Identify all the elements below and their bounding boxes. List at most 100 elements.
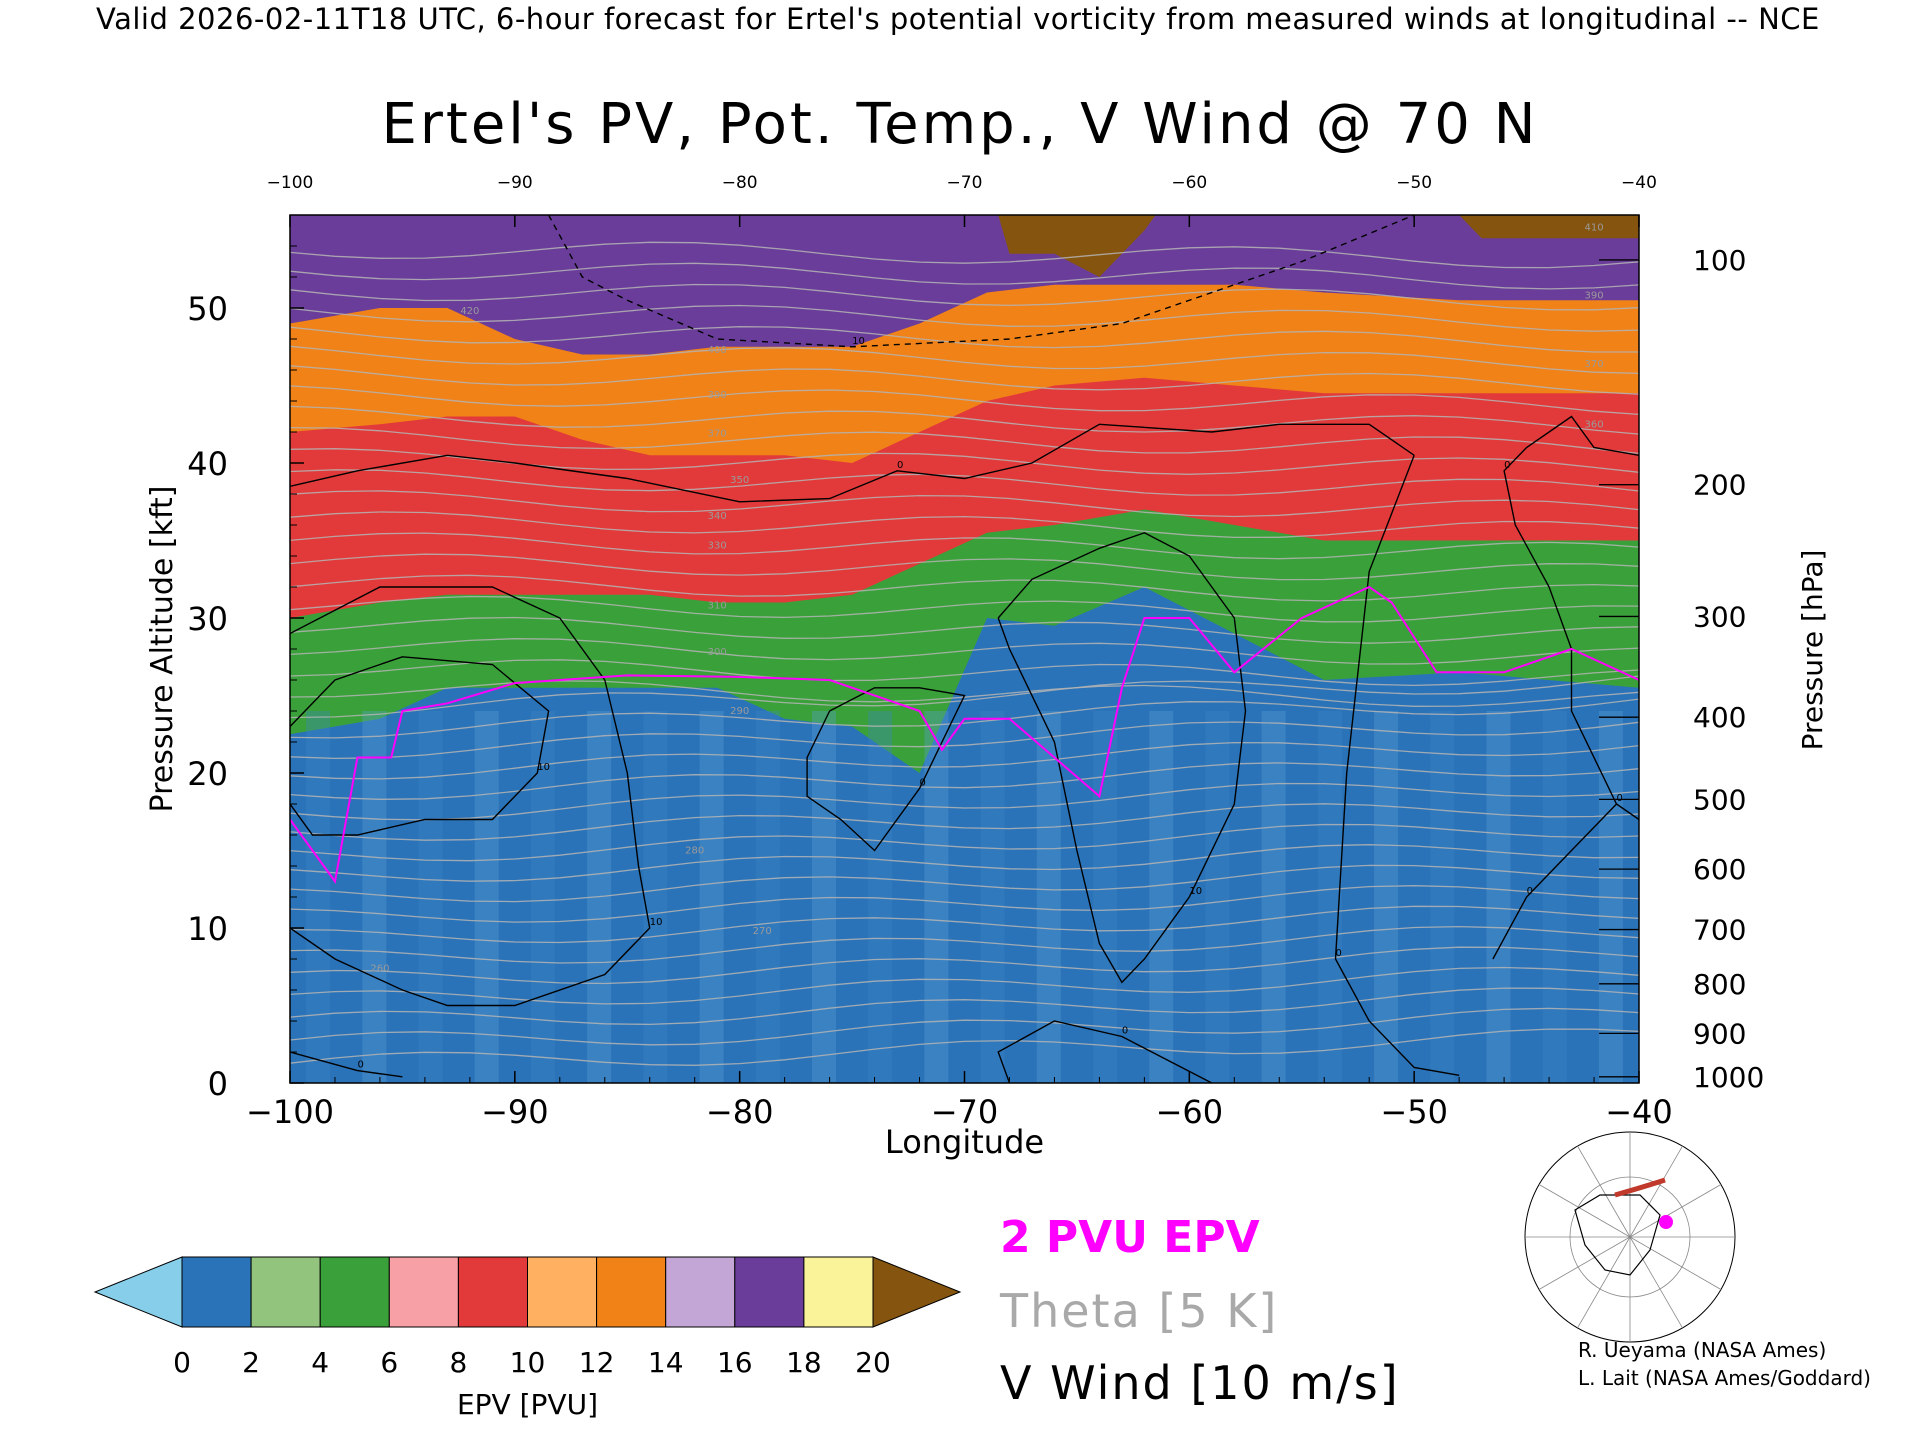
theta-label: 260 xyxy=(370,963,389,974)
y2-axis-label: Pressure [hPa] xyxy=(1796,550,1829,751)
pv-streak xyxy=(1205,711,1230,1083)
colorbar-segment xyxy=(803,1256,874,1328)
y-tick-label: 20 xyxy=(187,755,228,793)
map-section-line xyxy=(1614,1177,1666,1198)
theta-line xyxy=(290,553,1639,581)
pv-streak xyxy=(1542,711,1567,1083)
theta-label: 280 xyxy=(685,846,704,857)
pv-streak xyxy=(1374,711,1399,1083)
v-wind-contour xyxy=(290,423,1415,503)
colorbar-tick-label: 14 xyxy=(648,1346,684,1379)
theta-line xyxy=(290,616,1639,644)
v-wind-contour xyxy=(1503,415,1639,650)
theta-line xyxy=(290,511,1639,539)
colorbar-segment xyxy=(181,1256,252,1328)
map-meridian xyxy=(1577,1236,1631,1329)
x-tick-label: −70 xyxy=(931,1093,999,1131)
theta-label: 420 xyxy=(460,306,479,317)
theta-line xyxy=(290,326,1639,353)
theta-line xyxy=(290,905,1639,944)
theta-line xyxy=(290,426,1639,455)
pressure-tick-label: 300 xyxy=(1693,600,1746,633)
colorbar-tick-label: 16 xyxy=(717,1346,753,1379)
pv-streak xyxy=(1317,711,1342,1083)
colorbar-segment xyxy=(734,1256,805,1328)
v-wind-contour xyxy=(806,687,966,852)
y-tick-label: 50 xyxy=(187,290,228,328)
v-wind-contour-label: 0 xyxy=(1617,793,1623,804)
theta-line xyxy=(290,659,1639,687)
v-wind-contour-label: 0 xyxy=(897,460,903,471)
theta-label: 370 xyxy=(1584,359,1603,370)
colorbar-min-arrow xyxy=(93,1256,183,1328)
x-axis-label: Longitude xyxy=(885,1123,1044,1161)
x-top-tick-label: −100 xyxy=(267,173,314,193)
colorbar: 0 2 4 6 8 10 12 14 16 18 20 EPV [PVU] xyxy=(93,1256,962,1421)
pv-streak xyxy=(1149,711,1174,1083)
map-meridian xyxy=(1538,1236,1631,1290)
pv-streak xyxy=(306,711,331,1083)
v-wind-contour xyxy=(1570,649,1639,821)
x-top-tick-label: −50 xyxy=(1396,173,1432,193)
theta-label: 390 xyxy=(708,390,727,401)
colorbar-segment xyxy=(665,1256,736,1328)
colorbar-tick-label: 2 xyxy=(242,1346,260,1379)
theta-label: 290 xyxy=(730,706,749,717)
x-top-tick-label: −70 xyxy=(947,173,983,193)
theta-line xyxy=(290,844,1639,882)
theta-label: 400 xyxy=(708,345,727,356)
theta-line xyxy=(290,1007,1639,1046)
credit-line-1: R. Ueyama (NASA Ames) xyxy=(1578,1338,1827,1362)
theta-line xyxy=(290,721,1639,760)
x-tick-label: −90 xyxy=(481,1093,549,1131)
v-wind-contour-label: 0 xyxy=(357,1060,363,1071)
x-top-tick-label: −40 xyxy=(1621,173,1657,193)
x-tick-label: −60 xyxy=(1156,1093,1224,1131)
pressure-tick-label: 1000 xyxy=(1693,1061,1764,1094)
theta-label: 370 xyxy=(708,429,727,440)
theta-label: 410 xyxy=(1584,223,1603,234)
pressure-tick-label: 500 xyxy=(1693,783,1746,816)
pressure-tick-label: 800 xyxy=(1693,968,1746,1001)
theta-line xyxy=(290,823,1639,862)
y-axis-label: Pressure Altitude [kft] xyxy=(145,486,180,813)
pv-field xyxy=(290,215,1639,1083)
theta-label: 270 xyxy=(753,926,772,937)
map-meridian xyxy=(1629,1184,1722,1238)
theta-line xyxy=(290,304,1639,332)
colorbar-segment xyxy=(596,1256,667,1328)
theta-line xyxy=(290,782,1639,821)
x-tick-label: −100 xyxy=(246,1093,334,1131)
map-meridian xyxy=(1629,1236,1683,1329)
pv-streak xyxy=(362,711,387,1083)
v-wind-contour-label: 10 xyxy=(537,762,550,773)
colorbar-tick-label: 4 xyxy=(311,1346,329,1379)
colorbar-max-arrow xyxy=(872,1256,962,1328)
theta-line xyxy=(290,490,1639,518)
theta-line xyxy=(290,741,1639,780)
theta-line xyxy=(290,864,1639,903)
theta-line xyxy=(290,345,1639,375)
theta-label: 360 xyxy=(1584,419,1603,430)
y-tick-label: 30 xyxy=(187,600,228,638)
colorbar-tick-label: 18 xyxy=(786,1346,822,1379)
v-wind-contour-label: 0 xyxy=(1504,460,1510,471)
pv-layer-lower xyxy=(290,587,1639,1083)
theta-line xyxy=(290,405,1639,435)
x-tick-label: −50 xyxy=(1380,1093,1448,1131)
y-tick-label: 40 xyxy=(187,445,228,483)
pv-streak xyxy=(1036,711,1061,1083)
map-coastline xyxy=(1574,1194,1661,1276)
locator-map xyxy=(1524,1131,1736,1343)
theta-line xyxy=(290,283,1639,311)
pv-streak xyxy=(1486,711,1511,1083)
pv-streak xyxy=(1261,711,1286,1083)
theta-label: 350 xyxy=(730,475,749,486)
v-wind-contour-label: 0 xyxy=(1335,948,1341,959)
v-wind-contour-label: 10 xyxy=(852,336,865,347)
colorbar-tick-label: 0 xyxy=(173,1346,191,1379)
pv-streak xyxy=(868,711,893,1083)
epv-2pvu-line xyxy=(290,585,1639,884)
chart-title: Ertel's PV, Pot. Temp., V Wind @ 70 N xyxy=(381,92,1539,157)
legend-epv: 2 PVU EPV xyxy=(1000,1212,1260,1263)
